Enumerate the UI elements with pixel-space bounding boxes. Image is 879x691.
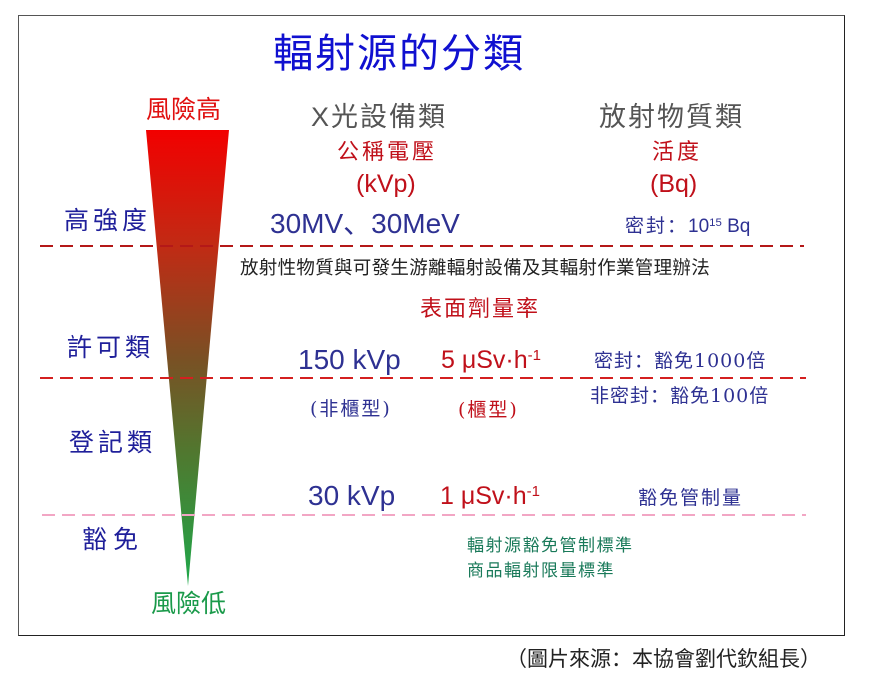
xray-high-intensity-value: 30MV、30MeV: [270, 208, 460, 239]
xray-column-unit: (kVp): [356, 170, 416, 198]
category-license: 許可類: [67, 333, 155, 362]
dose-exempt-value: 1 μSv·h-1: [440, 484, 540, 509]
diagram-title: 輻射源的分類: [273, 31, 525, 77]
activity-unit: Bq: [721, 216, 751, 237]
regulation-title: 放射性物質與可發生游離輻射設備及其輻射作業管理辦法: [240, 258, 711, 279]
activity-base: 10: [688, 216, 710, 237]
xray-column-subheader: 公稱電壓: [337, 140, 438, 165]
dose-cabinet-note: (櫃型): [458, 399, 519, 421]
activity-exponent: 15: [709, 216, 722, 229]
xray-exempt-value: 30 kVp: [308, 480, 396, 511]
radioactive-sealed-license: 密封：豁免1000倍: [594, 350, 767, 372]
exempt-standard-2: 商品輻射限量標準: [467, 561, 615, 581]
diagram-frame: [18, 15, 845, 636]
radioactive-column-subheader: 活度: [652, 140, 703, 165]
dose-license-exponent: -1: [527, 346, 542, 364]
exempt-standard-1: 輻射源豁免管制標準: [467, 536, 634, 556]
radioactive-high-intensity-value: 密封：1015 Bq: [625, 215, 751, 237]
risk-low-label: 風險低: [151, 590, 227, 618]
xray-license-value: 150 kVp: [298, 344, 401, 375]
image-source-caption: （圖片來源：本協會劉代欽組長）: [506, 647, 821, 671]
radioactive-unsealed-license: 非密封：豁免100倍: [590, 385, 770, 407]
dose-exempt-text: 1 μSv·h: [440, 482, 527, 510]
xray-column-header: X光設備類: [311, 102, 448, 132]
surface-dose-header: 表面劑量率: [420, 297, 541, 322]
xray-noncabinet-note: (非櫃型): [310, 398, 392, 420]
category-registration: 登記類: [69, 428, 157, 457]
risk-high-label: 風險高: [146, 96, 222, 124]
sealed-prefix: 密封：: [625, 215, 689, 237]
category-exempt: 豁免: [82, 525, 145, 554]
radioactive-column-unit: (Bq): [650, 170, 698, 198]
category-high-intensity: 高強度: [64, 206, 152, 235]
dose-license-text: 5 μSv·h: [441, 346, 528, 374]
dose-exempt-exponent: -1: [526, 482, 541, 500]
radioactive-exempt-value: 豁免管制量: [638, 487, 744, 509]
radioactive-column-header: 放射物質類: [599, 102, 744, 133]
dose-license-value: 5 μSv·h-1: [441, 348, 541, 373]
